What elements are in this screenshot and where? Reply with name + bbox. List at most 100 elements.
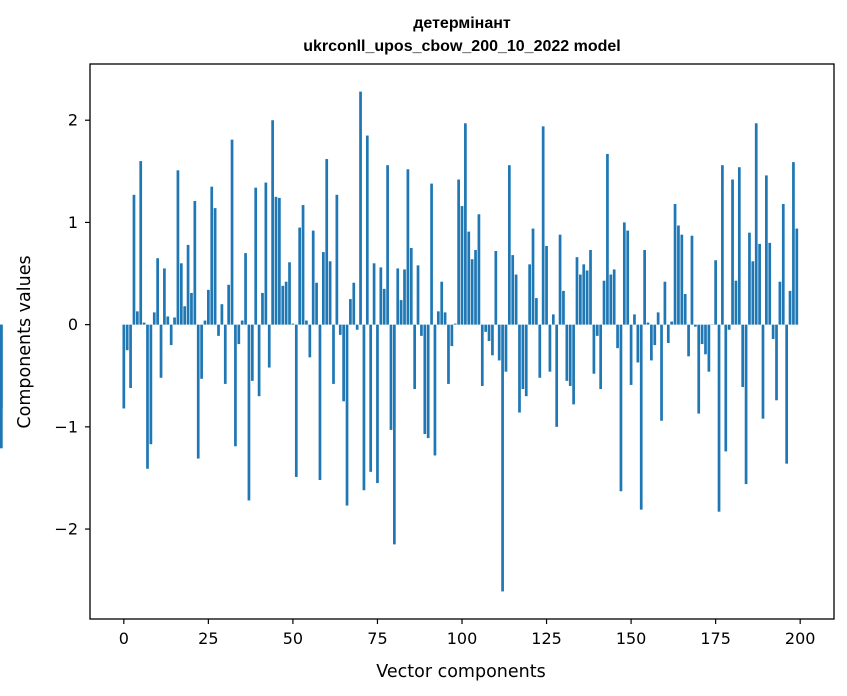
y-tick-label: 0 [68,315,78,334]
x-tick-label: 25 [198,629,218,648]
bar [359,91,362,325]
bar [579,274,582,325]
bar [758,243,761,325]
bar [785,324,789,464]
bar [416,265,420,325]
bar [487,324,491,341]
bar [731,179,734,325]
bar [335,194,339,325]
bar [200,324,203,379]
bar [352,282,356,325]
bar [551,314,555,325]
bar [450,324,454,347]
bar [795,228,799,325]
bar [497,324,501,361]
bar [673,204,677,325]
bar [196,324,200,459]
bar [700,324,704,345]
bar [680,234,684,325]
bar [660,324,663,421]
bar [460,206,464,325]
bar [237,324,241,345]
bar [372,263,376,325]
x-axis-ticks: 0 25 50 75 100 125 150 175 200 [119,619,815,648]
bar [163,268,166,325]
bar [457,179,460,325]
bar [474,250,477,325]
bar [629,324,633,385]
bar [447,324,450,384]
bar [514,274,518,325]
bar [585,270,589,325]
bar [328,261,332,325]
bar [768,242,772,325]
bar [538,324,542,378]
bar [484,324,488,332]
bar [754,123,758,325]
bar [775,324,778,401]
bar [565,324,569,381]
bar [697,324,701,414]
bar [504,324,508,372]
bar [626,230,630,325]
bar [278,197,281,325]
bar [142,322,146,325]
bar [135,311,139,325]
bar [159,324,163,378]
bar [518,324,521,413]
bar [562,290,565,325]
x-tick-label: 150 [616,629,647,648]
bar [521,324,525,390]
bar [690,235,694,325]
bar [173,317,176,325]
bar [491,324,494,356]
bar [741,324,745,387]
bar [440,281,444,325]
plot-area-frame [89,63,835,620]
bar [433,324,437,456]
bar [190,292,193,325]
bar [308,324,312,358]
bar [244,253,247,325]
bar [788,290,792,325]
bar [230,139,234,325]
bar [612,269,616,325]
bar [771,324,775,339]
bar [396,268,400,325]
y-axis-label: Components values [15,255,35,428]
bar [765,175,768,325]
bar [792,162,795,325]
bar [321,252,325,325]
bar [403,269,406,325]
bar [751,261,755,325]
bar [420,324,423,336]
bar [423,324,427,434]
bar [274,196,278,325]
bar [247,324,251,501]
bar [714,260,717,325]
bar [470,259,474,325]
bar [717,324,721,512]
bar [291,323,295,325]
bar [721,165,724,325]
bar [349,299,352,325]
bar [210,186,214,325]
bar [467,231,471,325]
bar [778,281,782,325]
bar [575,257,579,325]
bar [129,324,132,389]
bar [453,323,457,325]
bar [744,324,748,485]
bar [399,300,403,325]
bar [203,320,207,325]
bar [132,194,136,325]
bar [646,322,650,325]
bar [288,262,291,325]
bar [545,245,548,325]
bar [541,126,545,325]
bar [582,264,586,325]
bar [653,324,657,346]
bar [643,250,646,325]
bar [294,324,298,477]
bar [663,281,667,325]
